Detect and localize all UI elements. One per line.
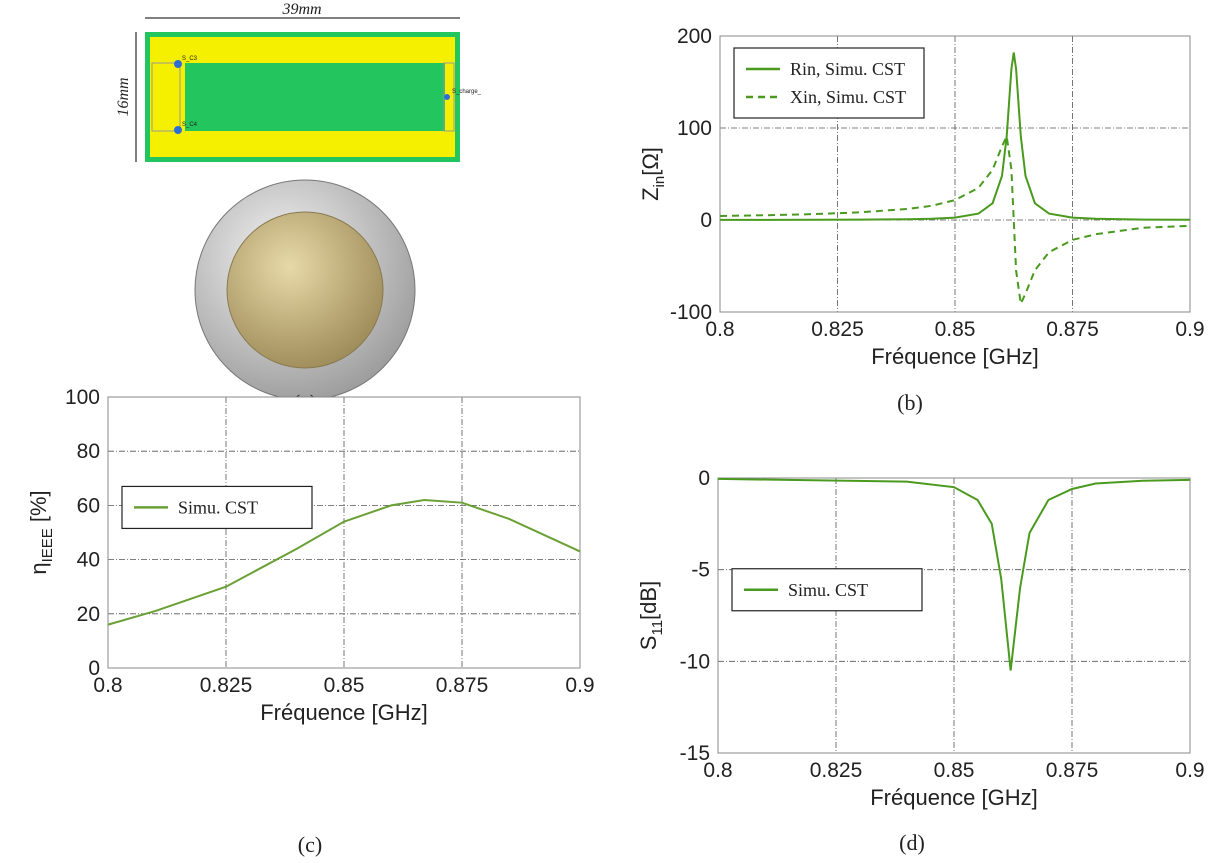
- x-tick-label: 0.9: [1175, 759, 1204, 782]
- x-tick-label: 0.85: [935, 318, 976, 341]
- x-tick-label: 0.9: [1175, 318, 1204, 341]
- y-tick-label: -5: [691, 559, 710, 582]
- board-feed: [151, 62, 181, 132]
- height-label: 16mm: [115, 77, 132, 116]
- y-axis-label: ηIEEE [%]: [26, 490, 56, 574]
- series-line: [719, 132, 1191, 308]
- width-label: 39mm: [281, 1, 321, 18]
- caption: (c): [298, 832, 322, 857]
- y-tick-label: -10: [680, 650, 710, 673]
- plot-frame: [719, 35, 1191, 313]
- port: [444, 94, 450, 100]
- x-tick-label: 0.825: [200, 674, 253, 697]
- y-tick-label: 0: [700, 209, 712, 232]
- port: [174, 60, 182, 68]
- x-tick-label: 0.8: [93, 674, 122, 697]
- series-line: [719, 52, 1191, 221]
- y-axis-label-part: Z: [638, 187, 663, 200]
- x-tick-label: 0.85: [324, 674, 365, 697]
- y-axis-label-part: η: [26, 562, 51, 574]
- y-tick-label: 60: [77, 494, 100, 517]
- y-axis-label-part: IEEE: [39, 528, 56, 562]
- y-tick-label: 100: [65, 386, 100, 409]
- x-axis-label: Fréquence [GHz]: [870, 785, 1038, 810]
- y-tick-label: -15: [680, 742, 710, 765]
- x-axis-label: Fréquence [GHz]: [871, 344, 1039, 369]
- x-tick-label: 0.8: [703, 759, 732, 782]
- y-axis-label-part: [%]: [26, 490, 51, 528]
- x-tick-label: 0.825: [811, 318, 864, 341]
- caption: (b): [897, 390, 923, 415]
- y-tick-label: 80: [77, 440, 100, 463]
- legend-label: Simu. CST: [788, 580, 868, 600]
- series-line: [717, 477, 1191, 671]
- port-label: S_C3: [182, 56, 198, 62]
- port: [174, 126, 182, 134]
- x-tick-label: 0.9: [565, 674, 594, 697]
- legend-label: Simu. CST: [178, 497, 258, 517]
- y-tick-label: 100: [677, 117, 712, 140]
- y-tick-label: 0: [698, 467, 710, 490]
- y-axis-label-part: [Ω]: [638, 147, 663, 176]
- legend-label: Rin, Simu. CST: [790, 59, 905, 79]
- caption: (d): [899, 830, 925, 855]
- y-tick-label: -100: [670, 301, 712, 324]
- series-line: [107, 498, 581, 626]
- x-tick-label: 0.875: [1046, 318, 1099, 341]
- y-tick-label: 200: [677, 25, 712, 48]
- legend-label: Xin, Simu. CST: [790, 87, 906, 107]
- y-axis-label-part: in: [651, 176, 668, 188]
- y-tick-label: 0: [88, 657, 100, 680]
- y-axis-label-part: S: [636, 636, 661, 651]
- x-tick-label: 0.875: [1046, 759, 1099, 782]
- x-tick-label: 0.8: [705, 318, 734, 341]
- port-label: S_C4: [182, 122, 198, 128]
- y-tick-label: 40: [77, 549, 100, 572]
- y-tick-label: 20: [77, 603, 100, 626]
- x-tick-label: 0.825: [810, 759, 863, 782]
- plot-frame: [107, 396, 581, 669]
- panel-a: 39mm 16mm S_C3 S_C4 S_charge_ (a): [115, 1, 482, 415]
- y-axis-label-part: 11: [649, 620, 666, 636]
- board-patch: [185, 63, 445, 131]
- legend-box: [733, 47, 925, 119]
- y-axis-label: Zin[Ω]: [638, 147, 668, 201]
- coin-center: [226, 211, 384, 369]
- y-axis-label-part: [dB]: [636, 581, 661, 620]
- x-tick-label: 0.85: [934, 759, 975, 782]
- x-tick-label: 0.875: [436, 674, 489, 697]
- port-label: S_charge_: [452, 89, 482, 95]
- plot-frame: [717, 477, 1191, 754]
- x-axis-label: Fréquence [GHz]: [260, 700, 428, 725]
- y-axis-label: S11[dB]: [636, 581, 666, 650]
